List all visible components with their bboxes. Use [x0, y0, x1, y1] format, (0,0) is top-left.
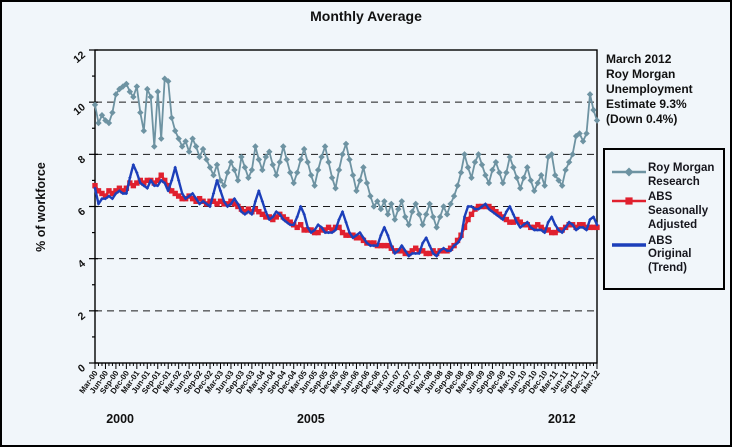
legend-label: ABS Original (Trend) [648, 234, 692, 275]
legend-item-roy-morgan: Roy Morgan Research [611, 162, 717, 190]
y-axis: 0 2 4 6 8 10 12 [71, 49, 98, 375]
svg-text:2005: 2005 [297, 412, 325, 426]
svg-text:0: 0 [76, 362, 88, 375]
roy-morgan-line-icon [612, 167, 646, 177]
svg-text:10: 10 [71, 101, 88, 118]
svg-text:2000: 2000 [106, 412, 134, 426]
abs-seasonally-adjusted-line-icon [612, 197, 646, 206]
series-roy-morgan-research [91, 75, 601, 231]
svg-text:4: 4 [76, 258, 88, 271]
legend: Roy Morgan Research ABS Seasonally Adjus… [603, 148, 725, 290]
x-axis: Mar-00Jun-00Sep-00Dec-00Mar-01Jun-01Sep-… [77, 363, 602, 396]
annotation-march-2012: March 2012 Roy Morgan Unemployment Estim… [606, 52, 693, 126]
svg-text:2: 2 [76, 310, 88, 323]
legend-item-abs-original-trend: ABS Original (Trend) [611, 235, 717, 276]
series-abs-original-trend- [93, 163, 599, 258]
svg-text:2012: 2012 [548, 412, 576, 426]
svg-text:6: 6 [76, 206, 88, 219]
legend-item-abs-seasonally-adjusted: ABS Seasonally Adjusted [611, 191, 717, 232]
gridlines [95, 101, 597, 312]
abs-original-trend-line-icon [612, 242, 646, 247]
chart-title: Monthly Average [310, 8, 422, 24]
x-axis-year-labels: 2000 2005 2012 [106, 412, 576, 426]
legend-label: ABS Seasonally Adjusted [648, 191, 709, 231]
svg-text:8: 8 [76, 153, 88, 166]
legend-label: Roy Morgan Research [648, 162, 715, 188]
series-abs-seasonally-adjusted [92, 172, 600, 257]
svg-text:12: 12 [71, 49, 88, 66]
